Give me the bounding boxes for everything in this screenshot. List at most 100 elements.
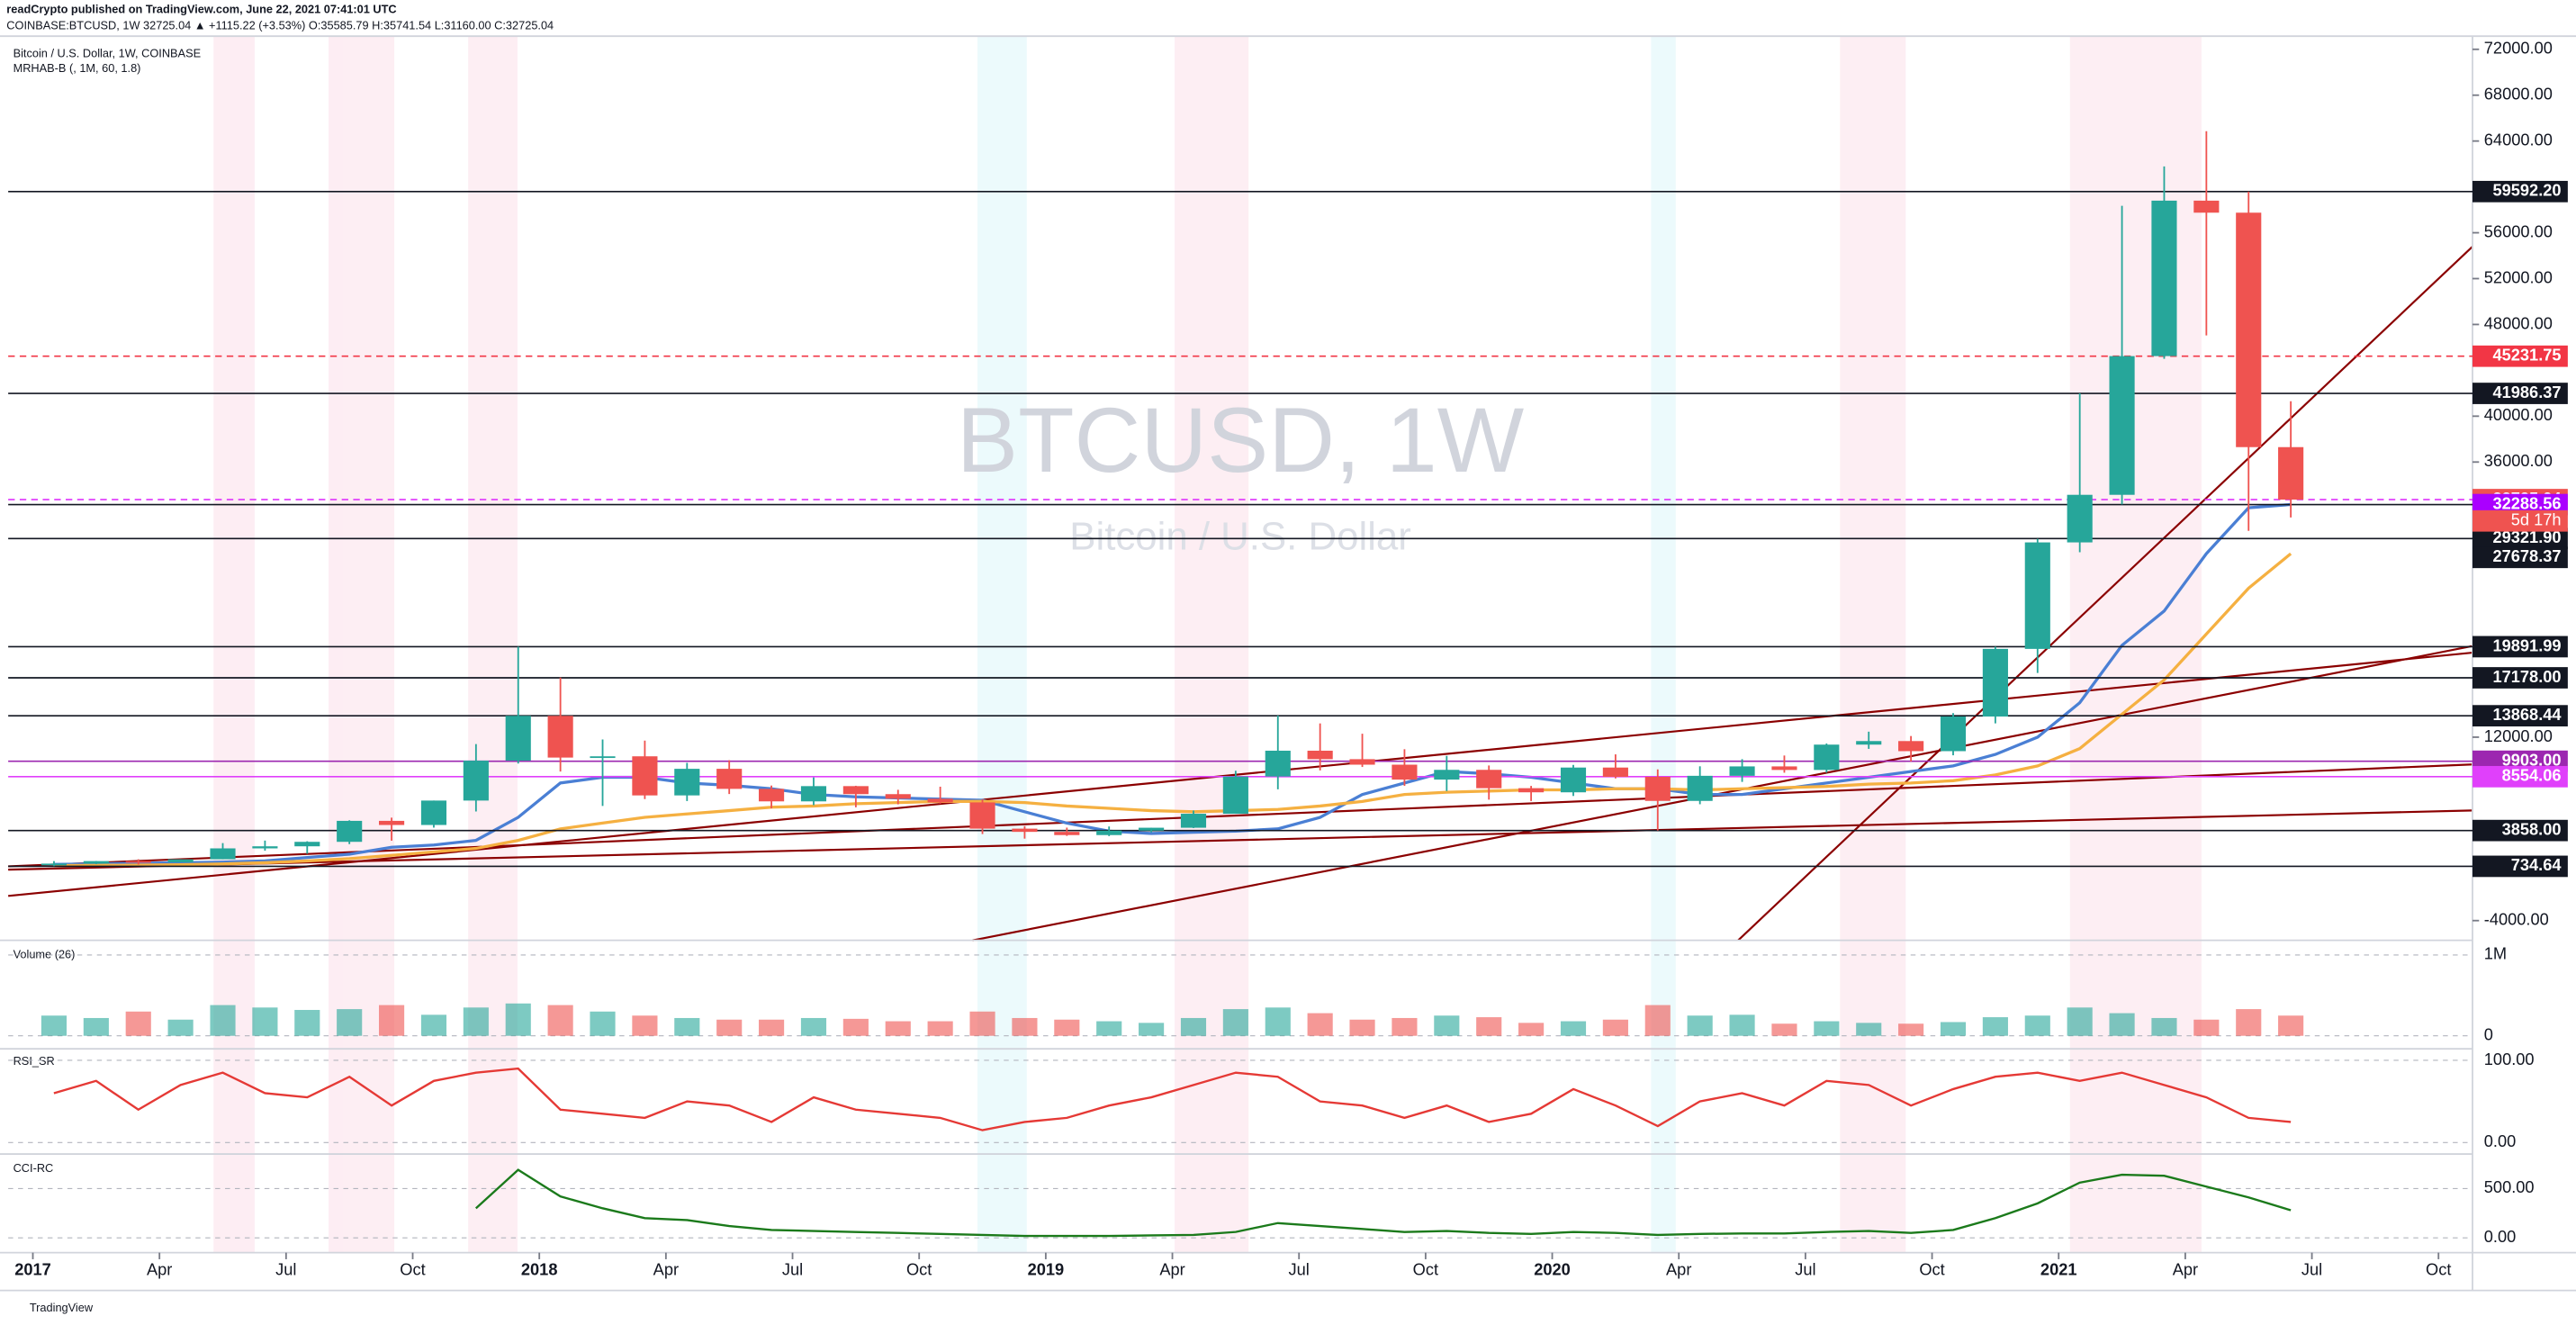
level-label: 3858.00 — [2502, 819, 2562, 838]
x-tick-label: Apr — [1159, 1260, 1184, 1279]
countdown-box — [2472, 509, 2568, 532]
volume-bar — [379, 1005, 405, 1036]
candle-body — [252, 846, 278, 849]
x-tick-label: Jul — [782, 1260, 803, 1279]
volume-bar — [1012, 1017, 1038, 1036]
volume-bar — [1265, 1007, 1291, 1036]
x-tick-label: Jul — [1289, 1260, 1310, 1279]
volume-bar — [1307, 1013, 1333, 1036]
volume-bar — [800, 1017, 827, 1036]
level-label-box — [2472, 546, 2568, 569]
level-label-box — [2472, 180, 2568, 203]
candle-body — [2024, 542, 2050, 649]
candle-body — [294, 842, 320, 847]
volume-bar — [1096, 1021, 1122, 1036]
volume-bar — [1139, 1023, 1165, 1036]
candle-body — [800, 786, 827, 802]
candle-body — [2236, 212, 2262, 447]
candle-body — [969, 802, 995, 829]
shade — [2069, 36, 2202, 1253]
x-tick-label: Oct — [906, 1260, 932, 1279]
level-label-box — [2472, 345, 2568, 367]
level-label: 45231.75 — [2492, 346, 2561, 365]
volume-bar — [842, 1018, 869, 1036]
volume-bar — [969, 1011, 995, 1036]
volume-bar — [1349, 1019, 1375, 1036]
volume-bar — [252, 1007, 278, 1036]
candle-body — [1349, 759, 1375, 765]
volume-bar — [420, 1014, 447, 1036]
level-label-box — [2472, 383, 2568, 404]
shade — [1651, 36, 1676, 1253]
candle-body — [1392, 764, 1418, 780]
x-tick-label: 2021 — [2040, 1260, 2077, 1279]
candle-body — [1729, 766, 1755, 776]
y-tick-label: 68000.00 — [2484, 85, 2553, 104]
level-label-box — [2472, 705, 2568, 727]
level-label: 32288.56 — [2492, 493, 2561, 512]
volume-bar — [1898, 1023, 1924, 1036]
pane-tick-label: 1M — [2484, 944, 2507, 963]
y-tick-label: 56000.00 — [2484, 221, 2553, 240]
countdown: 5d 17h — [2511, 510, 2562, 529]
x-tick-label: Oct — [1919, 1260, 1944, 1279]
y-tick-label: 72000.00 — [2484, 39, 2553, 58]
trendline — [8, 651, 2473, 897]
pane-tick-label: 100.00 — [2484, 1050, 2535, 1068]
shade — [977, 36, 1027, 1253]
pane-tick-label: 0.00 — [2484, 1227, 2517, 1246]
volume-bar — [1729, 1014, 1755, 1036]
volume-bar — [294, 1009, 320, 1036]
x-tick-label: Apr — [147, 1260, 172, 1279]
pane-title: Volume (26) — [14, 947, 76, 960]
level-label: 19891.99 — [2492, 635, 2561, 654]
pane-tick-label: 500.00 — [2484, 1177, 2535, 1196]
x-tick-label: 2020 — [1534, 1260, 1571, 1279]
candle-body — [1814, 744, 1840, 771]
candle-body — [674, 769, 700, 796]
volume-bar — [41, 1015, 68, 1036]
volume-bar — [337, 1009, 363, 1036]
candle-body — [337, 820, 363, 843]
level-label-box — [2472, 493, 2568, 516]
candle-body — [1012, 828, 1038, 833]
candle-body — [547, 716, 573, 758]
footer: TradingView — [30, 1301, 94, 1314]
candle-body — [1265, 750, 1291, 777]
candle-body — [1434, 770, 1460, 780]
volume-bar — [1222, 1009, 1248, 1036]
candle-body — [2109, 356, 2135, 495]
x-tick-label: Oct — [1413, 1260, 1438, 1279]
volume-bar — [83, 1017, 109, 1036]
candle-body — [2278, 446, 2304, 500]
x-tick-label: 2019 — [1028, 1260, 1065, 1279]
trendline — [1737, 246, 2473, 942]
volume-bar — [1180, 1017, 1207, 1036]
shade — [329, 36, 395, 1253]
candle-body — [1518, 788, 1545, 793]
candle-body — [1898, 741, 1924, 752]
volume-bar — [1434, 1015, 1460, 1036]
y-tick-label: 40000.00 — [2484, 405, 2553, 424]
watermark: BTCUSD, 1W — [957, 388, 1525, 491]
x-tick-label: Jul — [275, 1260, 296, 1279]
x-tick-label: Apr — [653, 1260, 679, 1279]
candle-body — [842, 786, 869, 795]
candle-body — [210, 848, 236, 860]
candle-body — [1771, 766, 1797, 771]
level-label: 29321.90 — [2492, 527, 2561, 546]
volume-bar — [2236, 1009, 2262, 1036]
candle-body — [1180, 814, 1207, 828]
level-label-box — [2472, 635, 2568, 658]
publisher: readCrypto published on TradingView.com,… — [6, 2, 396, 15]
x-tick-label: Oct — [2426, 1260, 2451, 1279]
volume-bar — [1814, 1021, 1840, 1036]
volume-bar — [2067, 1007, 2093, 1036]
level-label: 734.64 — [2511, 855, 2562, 874]
candle-body — [1687, 775, 1713, 801]
candle-body — [83, 861, 109, 864]
candle-body — [632, 756, 658, 796]
candle-body — [1940, 717, 1967, 752]
